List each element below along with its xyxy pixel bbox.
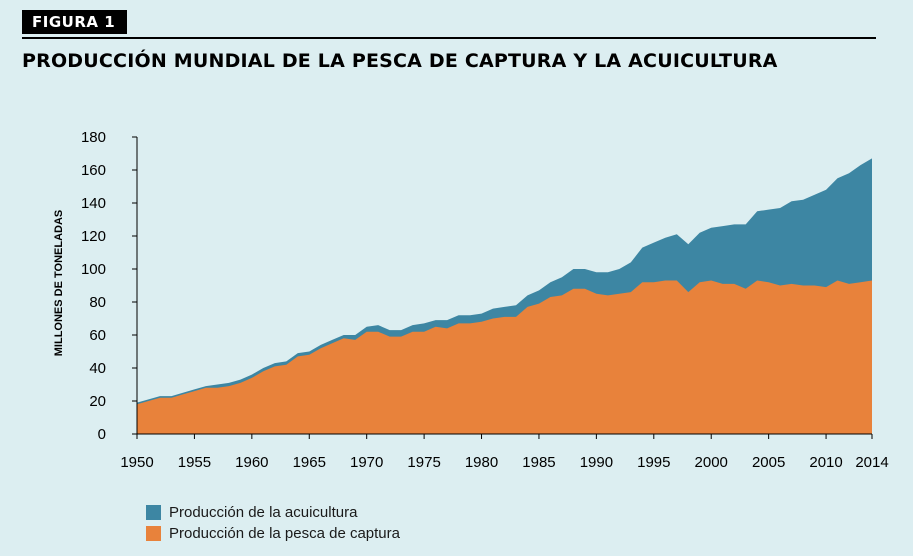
- x-tick-label: 1985: [522, 454, 555, 471]
- y-tick-label: 120: [81, 228, 106, 245]
- y-tick-label: 140: [81, 195, 106, 212]
- y-axis-label: MILLONES DE TONELADAS: [53, 210, 65, 356]
- x-tick-label: 1975: [407, 454, 440, 471]
- y-tick-label: 40: [89, 360, 106, 377]
- legend-label-capture: Producción de la pesca de captura: [169, 525, 400, 542]
- axes-group: 0 20 40 60 80 100 120 140 160 180 1950 1955 1960 1965…: [81, 129, 889, 471]
- x-tick-label: 1990: [580, 454, 613, 471]
- x-tick-label: 1965: [293, 454, 326, 471]
- x-tick-label: 2005: [752, 454, 785, 471]
- x-tick-label: 1970: [350, 454, 383, 471]
- legend-label-aquaculture: Producción de la acuicultura: [169, 504, 358, 521]
- y-tick-label: 0: [98, 426, 106, 443]
- legend-swatch-capture: [146, 526, 161, 541]
- x-tick-label: 1955: [178, 454, 211, 471]
- areas-group: [137, 158, 872, 434]
- figure-label: FIGURA 1: [22, 10, 128, 34]
- x-tick-label: 1980: [465, 454, 498, 471]
- x-tick-label: 2014: [855, 454, 888, 471]
- x-tick-label: 1950: [120, 454, 153, 471]
- y-tick-label: 20: [89, 393, 106, 410]
- y-tick-label: 60: [89, 327, 106, 344]
- legend: Producción de la acuicultura Producción …: [146, 502, 400, 544]
- x-tick-label: 1960: [235, 454, 268, 471]
- x-tick-label: 2010: [809, 454, 842, 471]
- y-tick-label: 180: [81, 129, 106, 146]
- y-tick-label: 80: [89, 294, 106, 311]
- legend-item-aquaculture: Producción de la acuicultura: [146, 502, 400, 523]
- title-rule: [22, 37, 876, 39]
- y-tick-label: 160: [81, 162, 106, 179]
- series-area-capture: [137, 280, 872, 434]
- x-tick-label: 1995: [637, 454, 670, 471]
- chart-title: PRODUCCIÓN MUNDIAL DE LA PESCA DE CAPTUR…: [22, 50, 778, 72]
- x-tick-label: 2000: [695, 454, 728, 471]
- y-tick-label: 100: [81, 261, 106, 278]
- legend-swatch-aquaculture: [146, 505, 161, 520]
- legend-item-capture: Producción de la pesca de captura: [146, 523, 400, 544]
